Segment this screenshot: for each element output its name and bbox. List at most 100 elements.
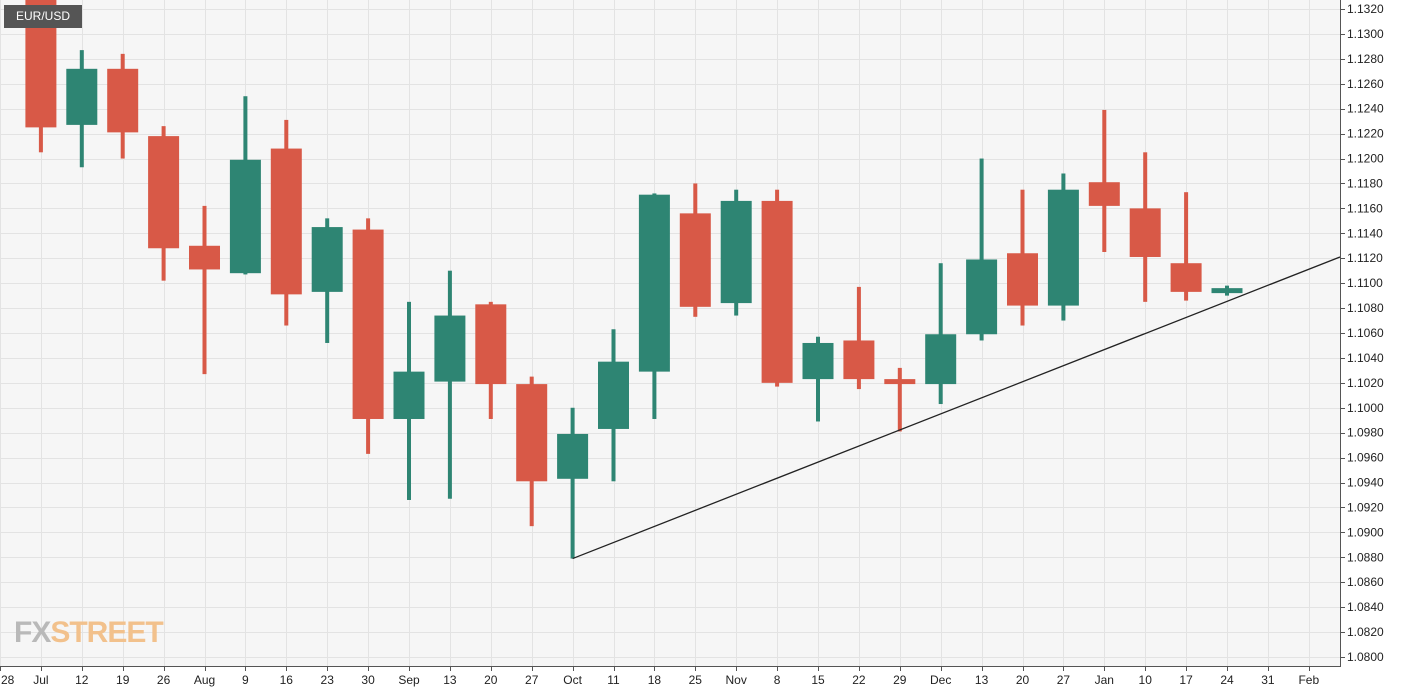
y-tick-label: 1.0940 <box>1347 476 1384 490</box>
fxstreet-logo: FXSTREET <box>14 616 164 650</box>
x-tick-label: 9 <box>242 673 249 687</box>
symbol-badge: EUR/USD <box>4 5 83 28</box>
x-tick-label: 22 <box>852 673 866 687</box>
candle-wick <box>938 263 943 405</box>
candle <box>1211 285 1243 296</box>
x-tick-label: 25 <box>689 673 703 687</box>
x-tick-label: 15 <box>811 673 825 687</box>
candle-body <box>843 340 875 380</box>
candle-body <box>311 227 343 292</box>
candle-body <box>189 245 220 270</box>
candle <box>352 218 384 454</box>
x-tick-label: 20 <box>1016 673 1030 687</box>
y-tick-label: 1.0800 <box>1347 650 1384 664</box>
x-tick-label: 31 <box>1261 673 1275 687</box>
x-tick-label: 8 <box>774 673 781 687</box>
candle-body <box>516 384 548 482</box>
logo-part-fx: FX <box>14 616 51 649</box>
candle <box>843 286 875 390</box>
y-tick-label: 1.0840 <box>1347 600 1384 614</box>
candle-body <box>1129 208 1161 257</box>
y-tick-label: 1.1260 <box>1347 77 1384 91</box>
candle-body <box>761 200 793 383</box>
candle-wick <box>1102 109 1107 252</box>
y-tick-label: 1.1200 <box>1347 152 1384 166</box>
candle <box>189 205 220 375</box>
y-tick-label: 1.1240 <box>1347 102 1384 116</box>
candle <box>1170 192 1202 301</box>
candle <box>1129 152 1161 302</box>
x-tick-label: 13 <box>443 673 457 687</box>
y-tick-label: 1.0980 <box>1347 426 1384 440</box>
candle <box>229 96 261 275</box>
candle <box>475 301 507 419</box>
x-tick-label: 10 <box>1139 673 1153 687</box>
candle <box>393 301 425 500</box>
support-trendline <box>572 256 1341 560</box>
candle <box>557 407 589 559</box>
candle-body <box>966 259 998 335</box>
candle <box>311 218 343 343</box>
candle-body <box>434 315 466 382</box>
x-tick-label: 13 <box>975 673 989 687</box>
candle <box>1047 173 1079 321</box>
x-tick-label: 30 <box>361 673 375 687</box>
x-tick-label: 11 <box>607 673 620 687</box>
candle-body <box>557 433 589 479</box>
y-tick-label: 1.1160 <box>1347 201 1383 215</box>
y-tick-label: 1.0920 <box>1347 500 1384 514</box>
x-tick-label: 18 <box>648 673 662 687</box>
candle-body <box>925 334 957 385</box>
candle-wick <box>897 367 902 432</box>
x-tick-label: Jan <box>1095 673 1114 687</box>
x-tick-label: Nov <box>726 673 747 687</box>
y-tick-label: 1.1100 <box>1347 276 1383 290</box>
candle <box>270 119 302 326</box>
candle <box>966 158 998 341</box>
candle <box>598 329 629 482</box>
candle <box>107 53 139 159</box>
y-tick-label: 1.1040 <box>1347 351 1384 365</box>
x-tick-label: 17 <box>1179 673 1193 687</box>
candle-wick <box>1184 192 1189 301</box>
candle-body <box>802 342 834 380</box>
x-tick-label: Feb <box>1298 673 1319 687</box>
x-tick-label: 12 <box>75 673 89 687</box>
y-tick-label: 1.1180 <box>1347 176 1383 190</box>
candle <box>802 336 834 422</box>
x-tick-label: 23 <box>321 673 335 687</box>
candle <box>720 189 752 316</box>
candle-body <box>679 213 711 307</box>
x-tick-label: 28 <box>1 673 15 687</box>
x-tick-label: Dec <box>930 673 951 687</box>
candle <box>1088 109 1120 252</box>
x-tick-label: 26 <box>157 673 171 687</box>
candle <box>925 263 957 405</box>
candle <box>66 50 98 168</box>
candle-body <box>475 304 507 385</box>
y-tick-label: 1.0820 <box>1347 625 1384 639</box>
candle <box>516 376 548 527</box>
x-tick-label: Aug <box>194 673 215 687</box>
x-tick-label: 27 <box>1057 673 1071 687</box>
candle <box>679 183 711 317</box>
candles <box>25 0 1243 559</box>
x-tick-label: 19 <box>116 673 130 687</box>
candle-body <box>107 68 139 133</box>
candle-wick <box>447 270 452 499</box>
candle-wick <box>570 407 575 559</box>
y-tick-label: 1.1320 <box>1347 2 1384 16</box>
candle <box>884 367 916 432</box>
candle-body <box>270 148 302 295</box>
candle <box>638 193 670 419</box>
candle-body <box>598 361 629 429</box>
y-tick-label: 1.1000 <box>1347 401 1384 415</box>
x-axis-labels: 28 Jul 12 19 26 Aug 9 16 23 30 Sep 13 20 27 Oct 11 18 25 N… <box>0 666 1319 687</box>
y-tick-label: 1.1280 <box>1347 52 1384 66</box>
logo-part-street: STREET <box>50 616 163 649</box>
x-tick-label: Oct <box>563 673 582 687</box>
candle-wick <box>856 286 861 390</box>
candle <box>1007 189 1038 326</box>
candle <box>434 270 466 499</box>
candle-body <box>148 136 180 249</box>
